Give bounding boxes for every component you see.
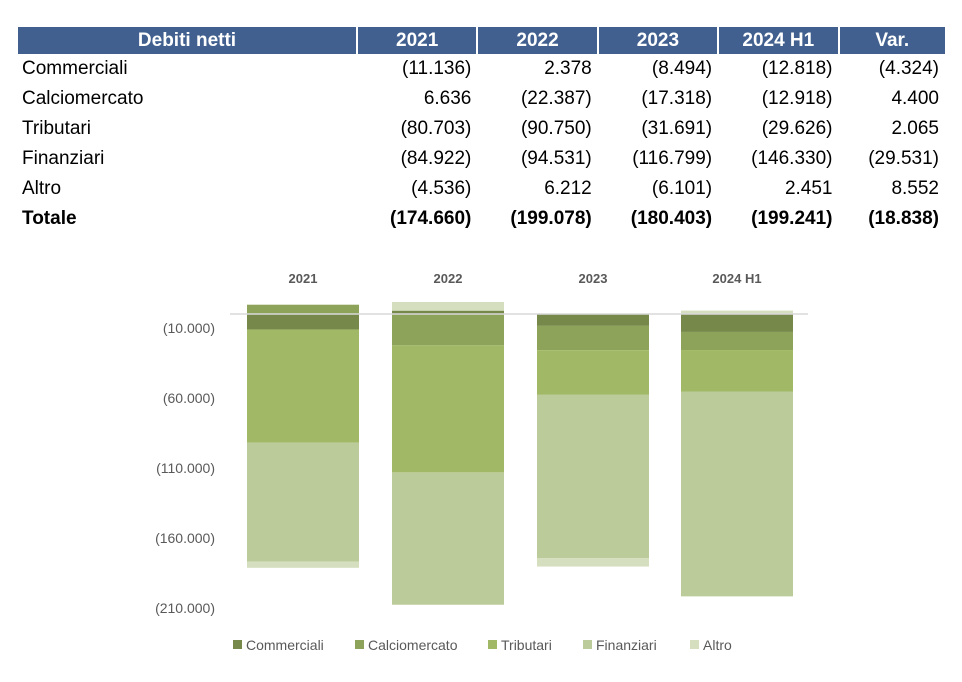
column-header: Debiti netti xyxy=(18,27,357,54)
bar-segment-calciomercato xyxy=(537,325,649,351)
cell-value: (94.531) xyxy=(520,148,592,169)
bar-segment-altro xyxy=(247,561,359,568)
legend-label: Commerciali xyxy=(246,637,324,653)
cell-value: (180.403) xyxy=(630,208,713,229)
bar-segment-finanziari xyxy=(681,391,793,597)
cell-value: (4.324) xyxy=(878,58,939,79)
category-label: 2023 xyxy=(579,271,608,286)
column-header: Var. xyxy=(837,27,945,54)
cell-value: (12.818) xyxy=(761,58,833,79)
legend-label: Tributari xyxy=(501,637,552,653)
category-label: 2021 xyxy=(289,271,318,286)
legend-swatch xyxy=(355,640,364,649)
cell-value: 4.400 xyxy=(891,88,939,109)
cell-value: (22.387) xyxy=(520,88,592,109)
row-label: Totale xyxy=(22,208,77,229)
cell-value: (4.536) xyxy=(411,178,472,199)
bar-segment-calciomercato xyxy=(392,314,504,346)
y-tick-label: (10.000) xyxy=(163,320,215,336)
category-label: 2024 H1 xyxy=(712,271,761,286)
cell-value: (116.799) xyxy=(632,148,713,169)
cell-value: (80.703) xyxy=(400,118,472,139)
y-tick-label: (160.000) xyxy=(155,530,215,546)
cell-value: (29.626) xyxy=(761,118,833,139)
legend-swatch xyxy=(583,640,592,649)
cell-value: 2.065 xyxy=(891,118,939,139)
bar-segment-commerciali xyxy=(681,314,793,332)
cell-value: (12.918) xyxy=(761,88,833,109)
table-row: Altro (4.536) 6.212 (6.101) 2.451 8.552 xyxy=(18,174,945,204)
row-label: Finanziari xyxy=(22,148,105,169)
legend-label: Calciomercato xyxy=(368,637,458,653)
cell-value: 2.378 xyxy=(544,58,592,79)
legend-swatch xyxy=(690,640,699,649)
row-label: Calciomercato xyxy=(22,88,144,109)
bar-segment-tributari xyxy=(537,350,649,395)
y-tick-label: (60.000) xyxy=(163,390,215,406)
y-tick-label: (210.000) xyxy=(155,600,215,616)
legend-label: Altro xyxy=(703,637,732,653)
row-label: Altro xyxy=(22,178,62,199)
cell-value: (17.318) xyxy=(641,88,713,109)
cell-value: 2.451 xyxy=(784,178,833,199)
table-row: Totale (174.660) (199.078) (180.403) (199.24… xyxy=(18,204,945,234)
cell-value: (146.330) xyxy=(751,148,833,169)
table-row: Calciomercato 6.636 (22.387) (17.318) (12.91… xyxy=(18,84,945,114)
bar-segment-calciomercato xyxy=(247,304,359,314)
cell-value: (199.241) xyxy=(751,208,833,229)
category-label: 2022 xyxy=(434,271,463,286)
cell-value: (90.750) xyxy=(520,118,592,139)
bar-segment-calciomercato xyxy=(681,331,793,351)
cell-value: (8.494) xyxy=(651,58,713,79)
cell-value: (11.136) xyxy=(402,58,472,79)
cell-value: (31.691) xyxy=(641,118,713,139)
cell-value: (199.078) xyxy=(510,208,592,229)
column-header: 2024 H1 xyxy=(717,27,839,54)
bar-segment-finanziari xyxy=(537,394,649,559)
net-debt-table: Debiti netti 2021 2022 2023 2024 H1 Var. Comm… xyxy=(18,27,945,234)
table-row: Tributari (80.703) (90.750) (31.691) (29.626… xyxy=(18,114,945,144)
bar-segment-finanziari xyxy=(247,442,359,562)
table-row: Finanziari (84.922) (94.531) (116.799) (146.… xyxy=(18,144,945,174)
row-label: Commerciali xyxy=(22,58,128,79)
legend-swatch xyxy=(233,640,242,649)
bar-segment-altro xyxy=(392,301,504,311)
column-header: 2021 xyxy=(355,27,478,54)
bar-segment-finanziari xyxy=(392,472,504,605)
table-header: Debiti netti 2021 2022 2023 2024 H1 Var. xyxy=(18,27,945,54)
cell-value: (6.101) xyxy=(651,178,713,199)
bar-segment-altro xyxy=(681,310,793,314)
cell-value: (18.838) xyxy=(868,208,939,229)
cell-value: (174.660) xyxy=(390,208,472,229)
y-tick-label: (110.000) xyxy=(156,460,215,476)
cell-value: (84.922) xyxy=(400,148,472,169)
row-label: Tributari xyxy=(22,118,91,139)
legend-swatch xyxy=(488,640,497,649)
cell-value: 6.636 xyxy=(423,88,472,109)
column-header: 2023 xyxy=(596,27,719,54)
table-row: Commerciali (11.136) 2.378 (8.494) (12.818) (… xyxy=(18,54,945,84)
cell-value: 8.552 xyxy=(891,178,939,199)
cell-value: (29.531) xyxy=(868,148,939,169)
cell-value: 6.212 xyxy=(544,178,592,199)
legend-label: Finanziari xyxy=(596,637,657,653)
bar-segment-tributari xyxy=(681,350,793,392)
bar-segment-commerciali xyxy=(392,310,504,314)
bar-segment-commerciali xyxy=(537,314,649,326)
column-header: 2022 xyxy=(476,27,598,54)
bar-segment-altro xyxy=(537,558,649,567)
bar-segment-tributari xyxy=(247,329,359,443)
bar-segment-tributari xyxy=(392,345,504,473)
bar-segment-commerciali xyxy=(247,314,359,330)
